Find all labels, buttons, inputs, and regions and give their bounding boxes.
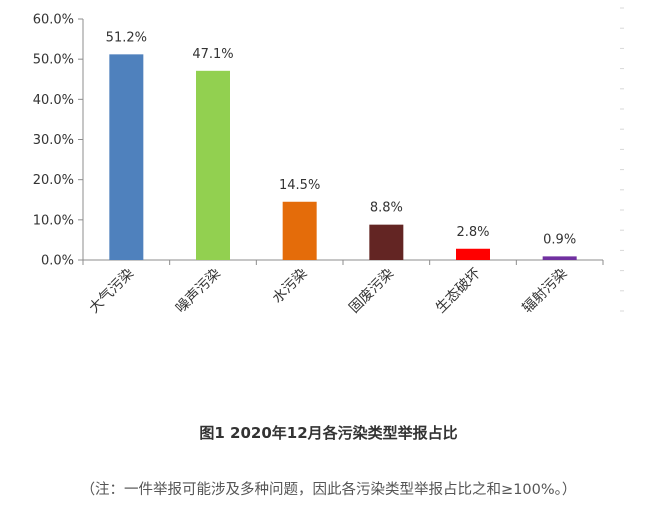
value-label: 0.9% (543, 232, 576, 247)
bar (369, 224, 404, 260)
category-labels: 大气污染 噪声污染 水污染 固废污染 生态破坏 辐射污染 (86, 266, 570, 317)
value-label: 51.2% (106, 30, 147, 45)
bar (542, 256, 577, 260)
value-label: 8.8% (370, 201, 403, 216)
bar (282, 201, 317, 260)
figure-caption: 图1 2020年12月各污染类型举报占比 (199, 424, 458, 442)
y-tick-label: 10.0% (33, 213, 74, 228)
y-tick-label: 50.0% (33, 53, 74, 68)
bar (109, 54, 144, 261)
figure-note: （注：一件举报可能涉及多种问题，因此各污染类型举报占比之和≥100%。） (80, 482, 577, 498)
category-label: 固废污染 (346, 266, 397, 317)
bar-chart: 0.0% 10.0% 20.0% 30.0% 40.0% 50.0% 60.0% 51.2%… (33, 7, 624, 317)
value-labels: 51.2% 47.1% 14.5% 8.8% 2.8% 0.9% (106, 30, 577, 247)
category-label: 生态破坏 (433, 266, 484, 317)
y-tick-label: 0.0% (41, 254, 74, 269)
right-edge-ticks (620, 7, 624, 312)
value-label: 2.8% (456, 225, 489, 240)
bars (109, 54, 577, 261)
category-label: 辐射污染 (520, 266, 571, 317)
y-tick-label: 60.0% (33, 13, 74, 28)
bar (456, 248, 490, 260)
y-axis: 0.0% 10.0% 20.0% 30.0% 40.0% 50.0% 60.0% (33, 13, 84, 269)
value-label: 14.5% (279, 178, 320, 193)
value-label: 47.1% (192, 47, 233, 62)
y-tick-label: 40.0% (33, 93, 74, 108)
category-label: 水污染 (269, 266, 310, 307)
y-tick-label: 30.0% (33, 133, 74, 148)
category-label: 大气污染 (86, 266, 137, 317)
x-axis (82, 259, 604, 265)
category-label: 噪声污染 (173, 266, 224, 317)
bar (196, 70, 230, 260)
y-tick-label: 20.0% (33, 173, 74, 188)
